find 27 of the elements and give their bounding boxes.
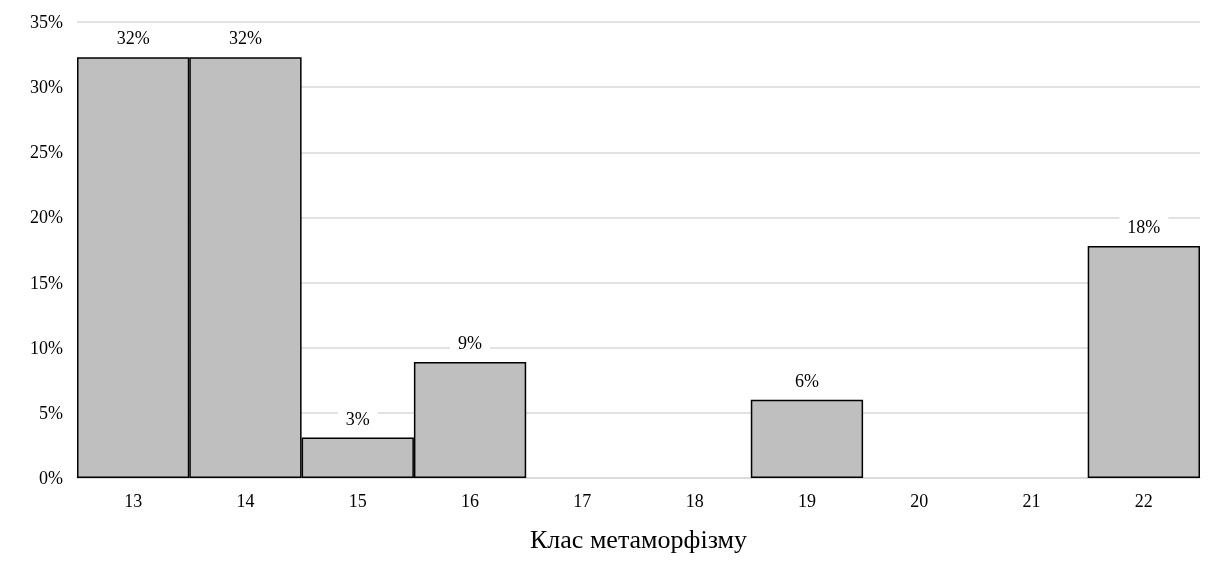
y-tick-label: 15% [30, 272, 63, 293]
y-tick-label: 30% [30, 77, 63, 98]
x-tick-label: 15 [348, 491, 367, 511]
y-tick-label: 0% [39, 468, 63, 488]
x-tick-label: 18 [685, 491, 704, 511]
x-tick-label: 21 [1022, 491, 1041, 511]
data-label: 18% [1127, 217, 1161, 238]
bar [1087, 246, 1200, 478]
data-label: 32% [116, 28, 150, 49]
x-tick-label: 13 [124, 491, 143, 511]
y-tick-label: 35% [30, 12, 63, 32]
x-tick-label: 14 [236, 491, 255, 511]
x-axis-title: Клас метаморфізму [530, 524, 747, 554]
x-tick-label: 22 [1134, 491, 1153, 511]
x-tick-label: 19 [797, 491, 816, 511]
data-label: 32% [228, 28, 262, 49]
y-tick-label: 25% [30, 142, 63, 163]
x-tick-label: 17 [573, 491, 592, 511]
y-tick-label: 5% [39, 402, 63, 423]
data-label: 9% [458, 333, 483, 354]
y-tick-label: 10% [30, 337, 63, 358]
x-tick-label: 20 [910, 491, 929, 511]
data-label: 6% [794, 370, 819, 391]
data-label: 3% [345, 408, 370, 429]
x-tick-label: 16 [461, 491, 480, 511]
y-tick-label: 20% [30, 207, 63, 228]
bar [750, 399, 864, 478]
